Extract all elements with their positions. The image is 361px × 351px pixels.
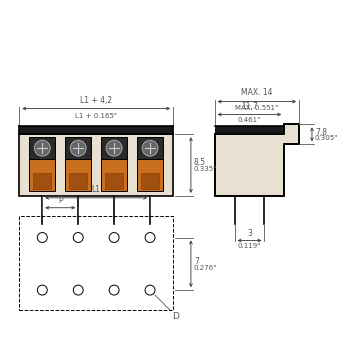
Text: 0.461": 0.461": [238, 118, 261, 124]
Text: 0.335": 0.335": [194, 166, 217, 172]
Text: 0.119": 0.119": [238, 244, 261, 250]
Bar: [215, 126, 284, 134]
Bar: [19, 216, 173, 310]
Bar: [69, 173, 87, 189]
Bar: [101, 137, 127, 159]
Text: 0.305": 0.305": [315, 135, 338, 141]
Circle shape: [142, 140, 158, 156]
Circle shape: [109, 285, 119, 295]
Text: L1 + 0.165": L1 + 0.165": [75, 113, 117, 119]
Bar: [101, 159, 127, 191]
Text: 11,7: 11,7: [241, 101, 258, 111]
Bar: [141, 173, 159, 189]
Circle shape: [34, 140, 50, 156]
Text: MAX. 0.551": MAX. 0.551": [235, 105, 278, 111]
Circle shape: [109, 233, 119, 243]
Circle shape: [145, 233, 155, 243]
Bar: [19, 126, 173, 134]
Text: 7,8: 7,8: [315, 128, 327, 137]
Circle shape: [70, 140, 86, 156]
Text: 3: 3: [247, 229, 252, 238]
Text: D: D: [172, 312, 179, 321]
Polygon shape: [215, 124, 299, 196]
Bar: [29, 137, 55, 159]
Circle shape: [145, 285, 155, 295]
Bar: [65, 159, 91, 191]
Circle shape: [37, 285, 47, 295]
Text: P: P: [58, 196, 62, 205]
Bar: [137, 137, 163, 159]
Text: 8,5: 8,5: [194, 158, 206, 167]
Text: L1 + 4,2: L1 + 4,2: [80, 95, 112, 105]
Text: 0.276": 0.276": [194, 265, 217, 271]
Circle shape: [73, 285, 83, 295]
Bar: [137, 159, 163, 191]
Circle shape: [73, 233, 83, 243]
Circle shape: [37, 233, 47, 243]
Bar: [65, 137, 91, 159]
Bar: [33, 173, 51, 189]
Circle shape: [106, 140, 122, 156]
Text: 7: 7: [194, 257, 199, 266]
Bar: [105, 173, 123, 189]
Bar: [19, 134, 173, 196]
Text: L1: L1: [92, 185, 101, 194]
Bar: [29, 159, 55, 191]
Text: MAX. 14: MAX. 14: [241, 88, 273, 97]
